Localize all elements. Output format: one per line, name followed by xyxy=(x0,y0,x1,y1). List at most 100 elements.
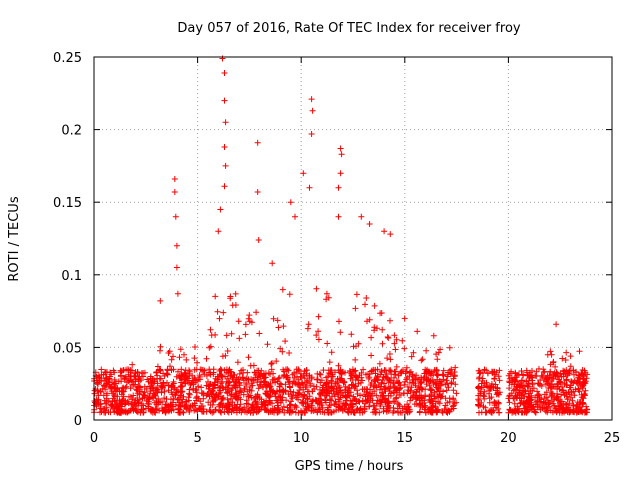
data-point xyxy=(336,384,343,391)
data-point xyxy=(126,408,132,415)
data-point xyxy=(291,374,298,381)
data-point xyxy=(110,392,117,399)
data-point xyxy=(310,383,317,390)
data-point xyxy=(342,383,349,390)
data-point xyxy=(563,367,570,374)
data-point xyxy=(367,386,373,393)
data-point xyxy=(207,343,214,350)
data-point xyxy=(572,386,579,393)
data-point xyxy=(100,371,107,378)
data-point xyxy=(304,388,311,395)
data-point xyxy=(437,378,444,385)
data-point xyxy=(186,368,193,375)
data-point xyxy=(274,397,281,404)
data-point xyxy=(550,358,557,365)
data-point xyxy=(245,393,252,400)
data-point xyxy=(384,355,391,362)
data-point xyxy=(274,317,281,324)
data-point xyxy=(495,373,502,380)
data-point xyxy=(404,374,411,381)
data-point xyxy=(150,380,157,387)
data-point xyxy=(255,385,262,392)
data-point xyxy=(141,369,148,376)
data-point xyxy=(537,381,543,388)
data-point xyxy=(544,351,551,358)
data-point xyxy=(560,400,567,407)
data-point xyxy=(374,377,381,384)
data-point xyxy=(481,395,488,402)
data-point xyxy=(535,380,542,387)
data-point xyxy=(536,392,543,399)
data-point xyxy=(175,368,181,375)
data-point xyxy=(330,408,337,415)
data-point xyxy=(134,369,141,375)
data-point xyxy=(275,409,281,416)
data-point xyxy=(238,367,245,374)
data-point xyxy=(178,366,185,373)
data-point xyxy=(271,389,278,396)
data-point xyxy=(433,368,440,375)
data-point xyxy=(242,321,249,328)
data-point xyxy=(166,348,173,355)
data-point xyxy=(290,389,297,396)
data-point xyxy=(235,376,242,383)
data-point xyxy=(254,379,261,386)
data-point xyxy=(396,401,403,408)
data-point xyxy=(346,385,353,392)
data-point xyxy=(236,335,243,342)
data-point xyxy=(282,338,289,345)
x-tick-label: 25 xyxy=(604,431,621,446)
data-point xyxy=(244,369,251,376)
data-point xyxy=(370,402,377,409)
data-point xyxy=(371,388,378,395)
data-point xyxy=(288,409,294,416)
data-point xyxy=(417,380,424,387)
data-point xyxy=(186,391,193,398)
data-point xyxy=(205,391,212,398)
data-point xyxy=(481,366,488,373)
data-point xyxy=(224,348,231,354)
data-point xyxy=(323,296,330,303)
data-point xyxy=(127,385,134,392)
data-point xyxy=(366,316,373,323)
data-point xyxy=(230,407,237,414)
data-point xyxy=(118,368,125,374)
data-point xyxy=(353,291,360,298)
data-point xyxy=(95,381,101,388)
data-point xyxy=(214,373,221,380)
data-point xyxy=(251,395,258,402)
data-point xyxy=(379,340,386,347)
data-point xyxy=(280,403,287,410)
data-point xyxy=(428,392,435,399)
data-point xyxy=(515,381,522,388)
data-point xyxy=(309,398,316,405)
data-point xyxy=(220,309,227,316)
data-point xyxy=(524,382,531,389)
data-point xyxy=(394,400,401,407)
data-point xyxy=(339,392,346,399)
data-point xyxy=(325,370,332,376)
data-point xyxy=(530,385,537,392)
data-point xyxy=(203,382,210,389)
data-point xyxy=(427,386,434,393)
data-point xyxy=(559,355,566,362)
data-point xyxy=(345,384,352,391)
data-point xyxy=(264,341,271,348)
data-point xyxy=(559,406,566,413)
data-point xyxy=(245,401,252,408)
data-point xyxy=(444,409,451,416)
data-point xyxy=(540,366,547,373)
data-point xyxy=(359,397,366,404)
data-point xyxy=(128,400,135,407)
data-point xyxy=(373,400,380,407)
data-point xyxy=(379,397,386,404)
data-point xyxy=(478,380,485,387)
data-point xyxy=(445,384,452,391)
data-point xyxy=(549,381,556,388)
data-point xyxy=(532,409,539,416)
data-point xyxy=(491,402,498,409)
data-point xyxy=(556,386,563,393)
data-point xyxy=(308,131,315,137)
data-point xyxy=(178,372,185,378)
data-point xyxy=(378,367,385,374)
